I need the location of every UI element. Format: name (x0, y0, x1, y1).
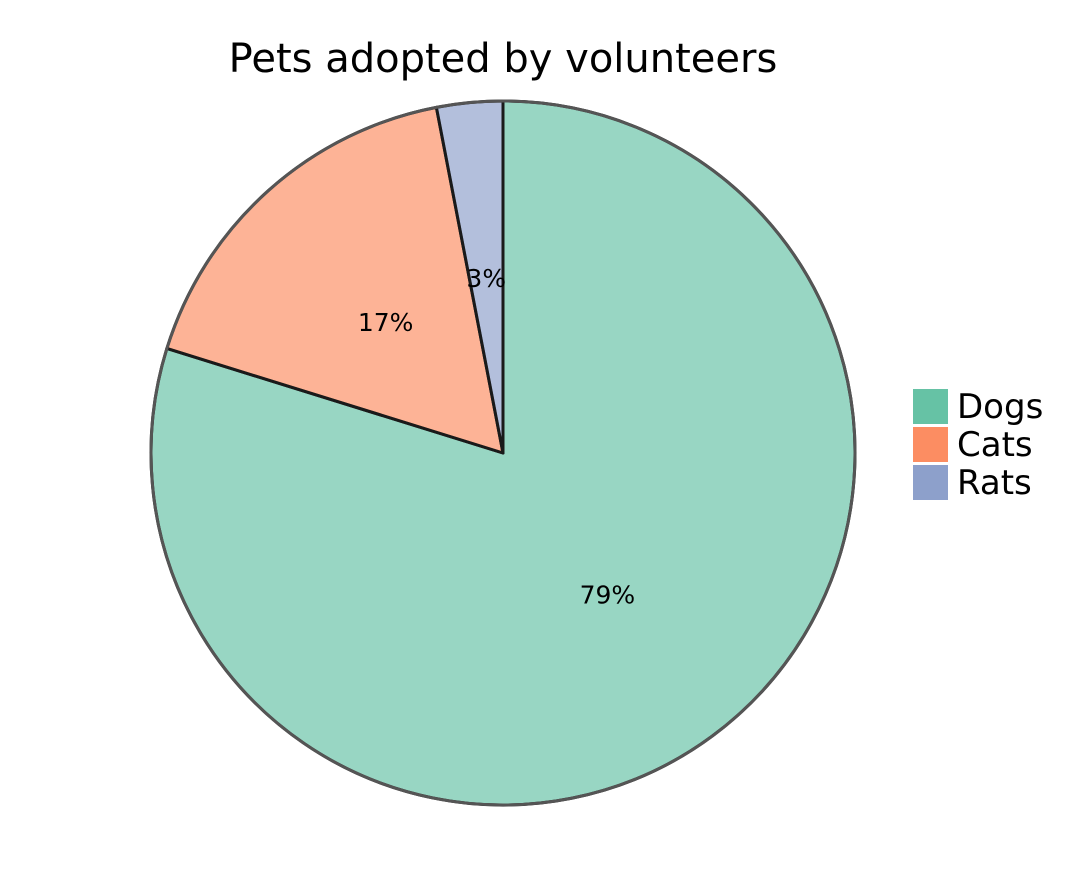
legend-label-dogs: Dogs (957, 387, 1043, 427)
slice-label-cats: 17% (358, 308, 414, 337)
chart-title: Pets adopted by volunteers (229, 36, 778, 82)
legend-label-cats: Cats (957, 425, 1033, 465)
pie-slices (149, 99, 857, 807)
slice-labels: 79% 17% 3% (358, 264, 635, 610)
legend-swatch-dogs (913, 389, 948, 424)
legend-label-rats: Rats (957, 463, 1032, 503)
slice-label-rats: 3% (466, 264, 506, 293)
pie-outline (149, 99, 857, 807)
slice-label-dogs: 79% (580, 581, 636, 610)
legend-swatch-rats (913, 465, 948, 500)
legend-swatch-cats (913, 427, 948, 462)
